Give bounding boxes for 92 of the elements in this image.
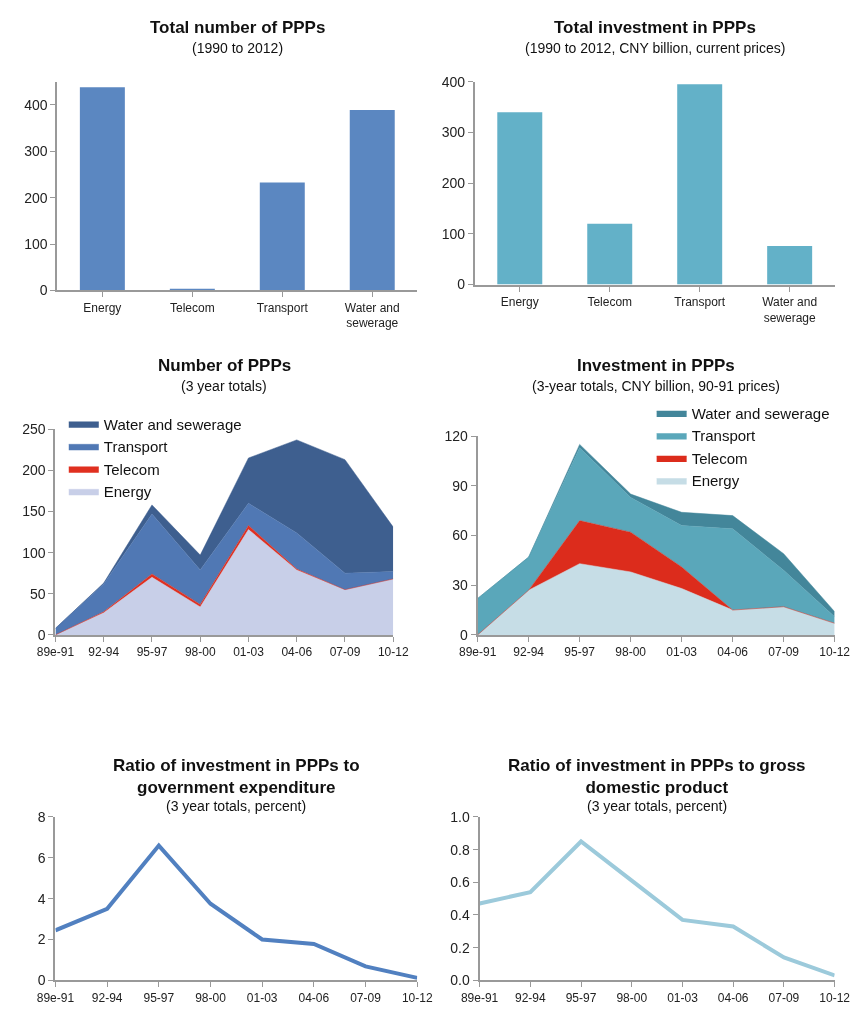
y-tick-label: 200 [441,175,466,192]
chart-title: Investment in PPPs [577,356,735,375]
x-tick-label: 07-09 [329,645,361,660]
y-tick-label: 400 [24,96,48,113]
x-tick-label: Telecom [169,300,215,315]
x-tick-label: 01-03 [233,645,265,660]
legend-label: Water and sewerage [103,415,242,433]
legend-label: Transport [691,427,757,445]
x-tick-label: 89e-91 [36,645,75,660]
x-tick-label: 01-03 [666,645,698,660]
x-tick-label: Energy [500,294,539,309]
legend-label: Telecom [691,449,748,467]
x-tick-label: 07-09 [768,990,800,1005]
y-tick-label: 90 [452,477,469,494]
x-tick-label: 92-94 [91,990,123,1005]
x-tick-label: 89e-91 [36,990,75,1005]
y-tick-label: 0 [457,276,466,293]
y-tick-label: 250 [22,421,46,438]
y-tick-label: 0.8 [450,841,471,858]
chart-subtitle: (1990 to 2012, CNY billion, current prices) [525,40,786,56]
x-tick-label: 01-03 [667,990,699,1005]
y-tick-label: 0.6 [450,874,471,891]
chart-subtitle: (1990 to 2012) [192,40,284,56]
x-tick-label: 95-97 [564,645,596,660]
legend-label: Energy [691,472,740,490]
x-tick-label: 07-09 [350,990,382,1005]
y-tick-label: 0.2 [450,939,471,956]
legend-label: Energy [103,483,152,501]
y-tick-label: 0.0 [450,972,471,989]
y-tick-label: 200 [22,462,46,479]
y-tick-label: 300 [24,143,48,160]
x-tick-label: 04-06 [298,990,330,1005]
x-tick-label: 01-03 [246,990,278,1005]
y-tick-label: 6 [37,849,46,866]
x-tick-label: Transport [256,300,309,315]
y-tick-label: 150 [22,503,46,520]
x-tick-label: 89e-91 [458,645,497,660]
chart-subtitle: (3-year totals, CNY billion, 90-91 prices) [532,378,780,394]
y-tick-label: 300 [441,124,466,141]
x-tick-label: 98-00 [184,645,216,660]
y-tick-label: 120 [444,428,469,444]
x-tick-label: 92-94 [88,645,120,660]
x-tick-label: 10-12 [819,990,851,1005]
legend-label: Transport [103,438,169,456]
y-tick-label: 30 [452,577,469,594]
legend-label: Telecom [103,460,160,478]
legend-label: Water and sewerage [691,404,830,422]
x-tick-label: 89e-91 [460,990,499,1005]
x-tick-label: 95-97 [136,645,168,660]
y-tick-label: 100 [24,235,48,252]
y-tick-label: 0 [37,626,46,643]
y-tick-label: 200 [24,189,48,206]
y-tick-label: 100 [441,225,466,242]
chart-subtitle: (3 year totals, percent) [587,798,728,814]
x-tick-label: 98-00 [616,990,648,1005]
y-tick-label: 2 [37,931,46,948]
y-tick-label: 0 [460,626,469,643]
chart-title: Ratio of investment in PPPs to government expenditure [113,756,360,798]
x-tick-label: Transport [674,294,726,309]
x-tick-label: 95-97 [143,990,175,1005]
chart-title: Total number of PPPs [150,18,326,37]
x-tick-label: 98-00 [195,990,227,1005]
y-tick-label: 400 [441,73,466,90]
x-tick-label: Energy [83,300,122,315]
x-tick-label: 04-06 [281,645,313,660]
x-tick-label: 92-94 [513,645,545,660]
chart-title: Total investment in PPPs [554,18,756,37]
x-tick-label: 07-09 [768,645,800,660]
y-tick-label: 1.0 [450,808,471,825]
y-tick-label: 0 [37,972,46,989]
y-tick-label: 50 [30,585,46,602]
chart-title: Ratio of investment in PPPs to gross domestic product [508,756,806,798]
x-tick-label: Water and sewerage [762,294,818,325]
chart-subtitle: (3 year totals, percent) [166,798,307,814]
x-tick-label: 04-06 [717,645,749,660]
x-tick-label: 10-12 [401,990,433,1005]
x-tick-label: 95-97 [565,990,597,1005]
x-tick-label: 10-12 [819,645,851,660]
x-tick-label: 04-06 [717,990,749,1005]
x-tick-label: 10-12 [377,645,409,660]
y-tick-label: 100 [22,544,46,561]
x-tick-label: Telecom [587,294,633,309]
y-tick-label: 0.4 [450,906,471,923]
chart-subtitle: (3 year totals) [181,378,267,394]
y-tick-label: 60 [452,527,469,544]
x-tick-label: 98-00 [615,645,647,660]
x-tick-label: Water and sewerage [344,300,400,331]
x-tick-label: 92-94 [514,990,546,1005]
y-tick-label: 4 [37,890,46,907]
chart-title: Number of PPPs [158,356,292,375]
y-tick-label: 0 [39,282,48,299]
y-tick-label: 8 [37,808,46,825]
